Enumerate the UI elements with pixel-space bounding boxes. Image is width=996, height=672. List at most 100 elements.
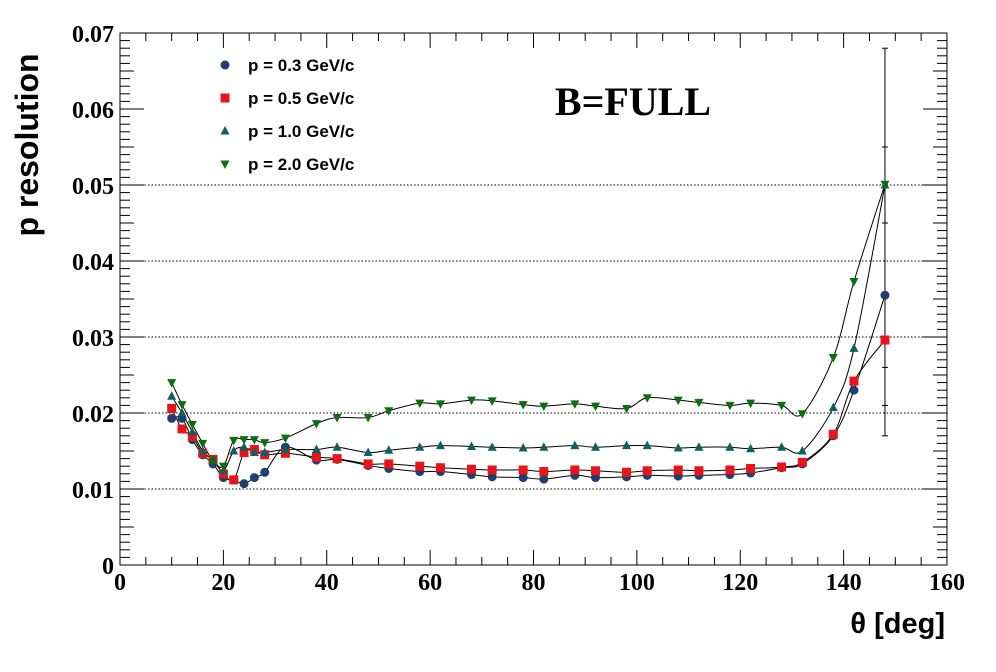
data-point bbox=[777, 442, 787, 451]
data-point bbox=[280, 434, 290, 444]
data-point bbox=[177, 408, 187, 417]
series-curve bbox=[171, 339, 886, 482]
data-point bbox=[311, 452, 321, 462]
data-point bbox=[828, 429, 838, 439]
data-point bbox=[249, 436, 259, 445]
data-point bbox=[725, 401, 735, 411]
series-curve bbox=[171, 295, 886, 485]
data-point bbox=[332, 442, 342, 451]
data-point bbox=[849, 278, 859, 287]
data-point bbox=[332, 454, 342, 464]
data-point bbox=[167, 403, 177, 413]
y-tick-label: 0 bbox=[102, 554, 114, 580]
data-point bbox=[570, 440, 580, 450]
x-tick-label: 80 bbox=[522, 570, 546, 596]
data-point bbox=[828, 402, 838, 412]
data-point bbox=[177, 424, 187, 434]
data-point bbox=[797, 446, 807, 455]
data-point bbox=[187, 420, 197, 430]
data-point bbox=[518, 465, 528, 475]
series-curves bbox=[171, 184, 886, 485]
data-point bbox=[746, 463, 756, 473]
y-tick-label: 0.02 bbox=[72, 402, 114, 428]
data-point bbox=[229, 475, 239, 485]
data-point bbox=[777, 401, 787, 411]
data-point bbox=[187, 432, 197, 442]
data-point bbox=[746, 399, 756, 409]
x-tick-label: 140 bbox=[826, 570, 862, 596]
axis-ticks bbox=[119, 32, 948, 566]
data-point bbox=[880, 335, 890, 345]
legend-label: p = 0.5 GeV/c bbox=[248, 89, 354, 108]
y-axis-title: p resolution bbox=[9, 53, 45, 236]
data-point bbox=[384, 445, 394, 454]
data-point bbox=[260, 439, 270, 448]
data-point bbox=[249, 447, 259, 457]
gridlines bbox=[120, 184, 947, 490]
data-point bbox=[591, 466, 601, 476]
error-bars bbox=[881, 47, 888, 437]
x-tick-label: 120 bbox=[722, 570, 758, 596]
data-point bbox=[570, 400, 580, 409]
data-point bbox=[642, 394, 652, 403]
data-point bbox=[746, 443, 756, 453]
data-point bbox=[466, 464, 476, 474]
data-point bbox=[415, 442, 425, 451]
x-tick-label: 0 bbox=[114, 570, 126, 596]
y-tick-label: 0.05 bbox=[72, 174, 114, 200]
data-point bbox=[570, 465, 580, 475]
data-point bbox=[828, 354, 838, 363]
legend-label: p = 0.3 GeV/c bbox=[248, 56, 354, 75]
data-point bbox=[198, 446, 208, 455]
x-tick-label: 40 bbox=[315, 570, 339, 596]
x-tick-label: 100 bbox=[619, 570, 655, 596]
data-point bbox=[229, 436, 239, 446]
data-point bbox=[198, 439, 208, 449]
data-point bbox=[642, 466, 652, 476]
x-tick-labels: 0 20 40 60 80 100 120 140 160 bbox=[114, 570, 965, 596]
data-point bbox=[280, 444, 290, 453]
data-point bbox=[208, 457, 218, 466]
data-point bbox=[487, 397, 497, 406]
data-point bbox=[880, 180, 890, 190]
data-point bbox=[384, 459, 394, 469]
data-point bbox=[518, 401, 528, 410]
data-point bbox=[725, 442, 735, 451]
data-point bbox=[218, 462, 228, 472]
data-point bbox=[673, 465, 683, 475]
x-tick-label: 60 bbox=[418, 570, 442, 596]
y-tick-label: 0.03 bbox=[72, 326, 114, 352]
data-point bbox=[249, 473, 259, 483]
data-point bbox=[539, 467, 549, 477]
data-point bbox=[363, 459, 373, 469]
legend-label: p = 2.0 GeV/c bbox=[248, 155, 354, 174]
data-point bbox=[591, 402, 601, 412]
data-point bbox=[642, 440, 652, 450]
data-point bbox=[622, 467, 632, 477]
data-point bbox=[260, 467, 270, 477]
data-point bbox=[487, 442, 497, 451]
x-tick-label: 20 bbox=[211, 570, 235, 596]
data-point bbox=[539, 442, 549, 451]
data-point bbox=[694, 466, 704, 476]
data-point bbox=[167, 379, 177, 388]
data-point bbox=[435, 463, 445, 473]
legend-marker bbox=[220, 126, 230, 135]
y-tick-label: 0.04 bbox=[72, 250, 114, 276]
data-point bbox=[880, 290, 890, 300]
y-tick-labels: 0 0.01 0.02 0.03 0.04 0.05 0.06 0.07 bbox=[72, 22, 114, 580]
data-point bbox=[363, 447, 373, 457]
legend: p = 0.3 GeV/c p = 0.5 GeV/c p = 1.0 GeV/c p… bbox=[220, 56, 354, 174]
data-point bbox=[239, 479, 249, 489]
data-point bbox=[673, 442, 683, 452]
data-point bbox=[518, 442, 528, 452]
data-point bbox=[332, 414, 342, 423]
data-point bbox=[622, 404, 632, 414]
data-point bbox=[849, 343, 859, 352]
legend-marker bbox=[220, 93, 230, 103]
data-point bbox=[591, 473, 601, 483]
data-point bbox=[694, 442, 704, 451]
x-axis-title: θ [deg] bbox=[850, 608, 945, 640]
data-point bbox=[777, 462, 787, 472]
series-curve bbox=[171, 184, 886, 468]
